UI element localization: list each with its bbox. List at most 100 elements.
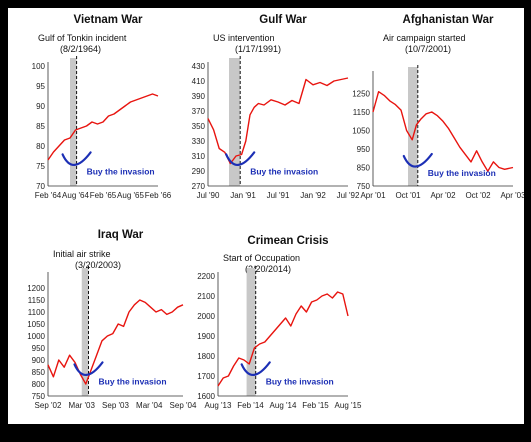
x-tick-label: Mar '04 — [136, 401, 163, 410]
x-tick-label: Feb '65 — [90, 191, 117, 200]
y-tick-label: 85 — [36, 122, 45, 131]
buy-invasion-mark — [240, 361, 271, 376]
y-tick-label: 1200 — [27, 284, 45, 293]
buy-invasion-label: Buy the invasion — [250, 166, 318, 176]
x-tick-label: Jan '92 — [300, 191, 326, 200]
chart-panel: Iraq War Initial air strike(3/20/2003) 120… — [27, 229, 197, 410]
y-tick-label: 1050 — [27, 320, 45, 329]
x-tick-label: Feb '14 — [237, 401, 264, 410]
y-tick-label: 800 — [32, 380, 46, 389]
y-tick-label: 2000 — [197, 312, 215, 321]
y-tick-label: 1800 — [197, 352, 215, 361]
series-line — [372, 90, 514, 172]
x-tick-label: Aug '15 — [335, 401, 362, 410]
y-tick-label: 1000 — [27, 332, 45, 341]
chart-title: Gulf War — [259, 14, 307, 26]
series-line — [47, 93, 159, 161]
x-tick-label: Apr '01 — [360, 191, 386, 200]
y-tick-label: 1900 — [197, 332, 215, 341]
x-tick-label: Aug '65 — [117, 191, 144, 200]
y-tick-label: 1700 — [197, 372, 215, 381]
event-annotation: US intervention — [213, 33, 275, 43]
x-tick-label: Apr '02 — [430, 191, 456, 200]
series-line — [217, 291, 349, 387]
shaded-period — [408, 67, 418, 186]
chart-title: Vietnam War — [73, 14, 143, 26]
y-tick-label: 310 — [192, 152, 206, 161]
y-tick-label: 350 — [192, 122, 206, 131]
y-tick-label: 80 — [36, 142, 45, 151]
y-tick-label: 950 — [32, 344, 46, 353]
y-tick-label: 1150 — [353, 108, 371, 117]
event-annotation: (3/20/2003) — [75, 260, 121, 270]
event-annotation: (10/7/2001) — [405, 44, 451, 54]
x-tick-label: Feb '15 — [302, 401, 329, 410]
y-tick-label: 100 — [32, 62, 46, 71]
event-annotation: Initial air strike — [53, 249, 111, 259]
chart-panel: Crimean Crisis Start of Occupation(2/20/2… — [197, 235, 362, 410]
y-tick-label: 1050 — [352, 127, 370, 136]
chart-canvas: Vietnam War Gulf of Tonkin incident (8/2/1… — [8, 8, 524, 424]
charts-figure: Vietnam War Gulf of Tonkin incident(8/2/1… — [27, 14, 524, 410]
x-tick-label: Sep '03 — [102, 401, 129, 410]
y-tick-label: 90 — [36, 102, 45, 111]
y-tick-label: 370 — [192, 107, 206, 116]
x-tick-label: Aug '13 — [205, 401, 232, 410]
chart-title: Afghanistan War — [403, 14, 494, 26]
y-tick-label: 430 — [192, 62, 206, 71]
y-tick-label: 750 — [32, 392, 46, 401]
x-tick-label: Jul '90 — [197, 191, 220, 200]
x-tick-label: Jul '92 — [337, 191, 360, 200]
chart-panel: Afghanistan War Air campaign started(10/7… — [352, 14, 524, 200]
event-annotation: Gulf of Tonkin incident — [38, 33, 127, 43]
y-tick-label: 2100 — [197, 292, 215, 301]
buy-invasion-label: Buy the invasion — [99, 376, 167, 386]
x-tick-label: Sep '04 — [170, 401, 197, 410]
y-tick-label: 75 — [36, 162, 45, 171]
y-tick-label: 270 — [192, 182, 206, 191]
event-annotation: (8/2/1964) — [60, 44, 101, 54]
y-tick-label: 390 — [192, 92, 206, 101]
series-line — [47, 299, 184, 385]
event-annotation: (2/20/2014) — [245, 264, 291, 274]
x-tick-label: Aug '64 — [62, 191, 89, 200]
event-annotation: Air campaign started — [383, 33, 466, 43]
chart-title: Iraq War — [98, 229, 144, 241]
y-tick-label: 1150 — [28, 296, 46, 305]
y-tick-label: 950 — [357, 145, 371, 154]
buy-invasion-mark — [402, 152, 433, 168]
y-tick-label: 1600 — [197, 392, 215, 401]
y-tick-label: 850 — [357, 164, 371, 173]
buy-invasion-label: Buy the invasion — [266, 376, 334, 386]
buy-invasion-label: Buy the invasion — [87, 166, 155, 176]
y-tick-label: 750 — [357, 182, 371, 191]
x-tick-label: Oct '02 — [465, 191, 491, 200]
y-tick-label: 95 — [36, 82, 45, 91]
x-tick-label: Jul '91 — [267, 191, 290, 200]
shaded-period — [81, 268, 89, 396]
shaded-period — [246, 268, 256, 396]
shaded-period — [229, 58, 241, 186]
shaded-period — [70, 58, 77, 186]
x-tick-label: Jan '91 — [230, 191, 256, 200]
y-tick-label: 290 — [192, 167, 206, 176]
buy-invasion-mark — [73, 361, 104, 376]
event-annotation: (1/17/1991) — [235, 44, 281, 54]
x-tick-label: Oct '01 — [395, 191, 421, 200]
x-tick-label: Apr '03 — [500, 191, 524, 200]
buy-invasion-mark — [225, 151, 256, 166]
x-tick-label: Aug '14 — [270, 401, 297, 410]
y-tick-label: 850 — [32, 368, 46, 377]
chart-panel: Gulf War US intervention(1/17/1991) 430 410… — [192, 14, 360, 200]
y-tick-label: 330 — [192, 137, 206, 146]
y-tick-label: 2200 — [197, 272, 215, 281]
x-tick-label: Feb '64 — [35, 191, 62, 200]
x-tick-label: Mar '03 — [69, 401, 96, 410]
y-tick-label: 1100 — [28, 308, 46, 317]
buy-invasion-mark — [61, 151, 92, 166]
y-tick-label: 1250 — [352, 90, 370, 99]
x-tick-label: Sep '02 — [35, 401, 62, 410]
chart-title: Crimean Crisis — [247, 235, 328, 247]
event-annotation: Start of Occupation — [223, 253, 300, 263]
buy-invasion-label: Buy the invasion — [428, 168, 496, 178]
